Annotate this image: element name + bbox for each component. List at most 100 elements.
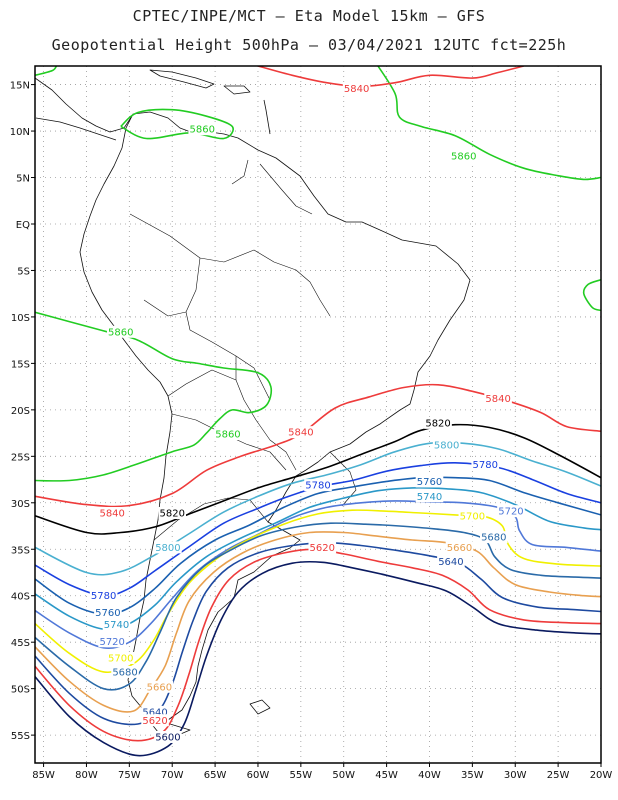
x-tick-label: 80W	[75, 770, 98, 781]
y-tick-label: 40S	[11, 592, 30, 603]
contour-label-bg	[287, 426, 315, 439]
y-tick-label: 5N	[16, 174, 30, 185]
cuba-island	[149, 69, 215, 89]
contour-5700	[35, 509, 601, 674]
y-tick-label: 10S	[11, 313, 30, 324]
contour-label-5860: 5860	[215, 430, 240, 441]
x-tick-label: 60W	[247, 770, 270, 781]
contour-label-5640: 5640	[438, 557, 463, 568]
contour-label-5860: 5860	[451, 152, 476, 163]
contour-lines	[35, 66, 601, 757]
x-tick-label: 40W	[418, 770, 441, 781]
contour-label-5780: 5780	[91, 591, 116, 602]
y-tick-label: 30S	[11, 499, 30, 510]
contour-label-5860: 5860	[190, 125, 215, 136]
contour-label-bg	[188, 123, 217, 136]
y-tick-label: 15S	[11, 359, 30, 370]
contour-5860	[35, 311, 273, 482]
contour-label-5620: 5620	[310, 543, 335, 554]
contour-label-5780: 5780	[305, 481, 330, 492]
contour-label-bg	[342, 82, 371, 95]
contour-label-bg	[98, 507, 126, 520]
contour-5780	[35, 461, 601, 597]
contour-label-5840: 5840	[344, 84, 369, 95]
x-tick-label: 45W	[375, 770, 398, 781]
x-tick-label: 50W	[332, 770, 355, 781]
contour-label-bg	[214, 428, 242, 441]
x-tick-label: 65W	[204, 770, 227, 781]
contour-label-5620: 5620	[142, 716, 167, 727]
y-tick-label: 10N	[10, 127, 30, 138]
contour-label-bg	[106, 651, 135, 664]
contour-label-bg	[437, 555, 465, 568]
contour-label-bg	[154, 730, 182, 743]
y-tick-label: 20S	[11, 406, 30, 417]
contour-label-5740: 5740	[104, 620, 129, 631]
contour-label-5820: 5820	[159, 509, 184, 520]
contour-label-bg	[158, 507, 187, 520]
y-tick-label: 15N	[10, 81, 30, 92]
contour-label-5800: 5800	[434, 441, 459, 452]
contour-label-bg	[141, 714, 169, 727]
contour-label-bg	[308, 541, 337, 554]
contour-label-5660: 5660	[147, 682, 172, 693]
contour-5720	[35, 500, 601, 649]
contour-5600	[35, 560, 601, 757]
contour-label-5660: 5660	[447, 543, 472, 554]
contour-label-bg	[415, 490, 444, 503]
contour-label-bg	[449, 150, 478, 163]
contour-label-bg	[497, 505, 525, 518]
contour-label-5700: 5700	[108, 653, 133, 664]
country-borders	[129, 159, 357, 541]
contour-label-5860: 5860	[108, 327, 133, 338]
contour-5760	[35, 476, 601, 616]
contour-label-bg	[111, 665, 139, 678]
y-tick-label: 25S	[11, 452, 30, 463]
contour-5860	[582, 278, 601, 312]
caribbean-coast	[35, 117, 117, 141]
contour-5840	[257, 66, 524, 88]
x-tick-label: 20W	[590, 770, 613, 781]
contour-label-bg	[304, 479, 332, 492]
x-tick-label: 35W	[461, 770, 484, 781]
contour-5620	[35, 548, 601, 742]
contour-labels: 5860 5860 5860 5860 5840 5840 5840 5840 5820 5820…	[89, 82, 525, 743]
y-tick-label: EQ	[16, 220, 30, 231]
chart-title-field: Geopotential Height 500hPa – 03/04/2021 …	[51, 36, 567, 54]
contour-label-5840: 5840	[99, 509, 124, 520]
coastline-map	[35, 69, 471, 737]
contour-label-5840: 5840	[288, 428, 313, 439]
contour-label-bg	[415, 475, 444, 488]
contour-5860	[120, 108, 234, 140]
contour-label-bg	[480, 531, 508, 544]
y-tick-label: 5S	[17, 266, 30, 277]
contour-label-bg	[424, 416, 452, 429]
contour-label-5640: 5640	[142, 707, 167, 718]
x-tick-label: 55W	[290, 770, 313, 781]
south-america-coast	[79, 111, 471, 721]
lesser-antilles	[263, 99, 271, 135]
contour-label-bg	[102, 618, 131, 631]
contour-label-5720: 5720	[498, 507, 523, 518]
x-tick-label: 25W	[547, 770, 570, 781]
contour-label-5720: 5720	[99, 637, 124, 648]
contour-label-5600: 5600	[155, 732, 180, 743]
y-tick-label: 35S	[11, 545, 30, 556]
contour-label-bg	[89, 589, 118, 602]
contour-label-bg	[471, 458, 500, 471]
contour-label-bg	[98, 635, 126, 648]
x-tick-label: 70W	[161, 770, 184, 781]
contour-label-5760: 5760	[417, 477, 442, 488]
contour-label-5680: 5680	[112, 667, 137, 678]
hispaniola-island	[223, 85, 251, 95]
contour-5640	[35, 541, 601, 726]
contour-5800	[35, 441, 601, 576]
contour-label-bg	[154, 541, 182, 554]
central-america-coast	[35, 77, 133, 133]
y-tick-label: 50S	[11, 685, 30, 696]
contour-label-5680: 5680	[481, 533, 506, 544]
contour-label-5820: 5820	[425, 418, 450, 429]
contour-5860	[377, 66, 601, 181]
y-axis-ticks: 15N 10N 5N EQ 5S 10S 15S 20S 25S 30S 35S 40S 45S 50S 5…	[10, 81, 35, 742]
